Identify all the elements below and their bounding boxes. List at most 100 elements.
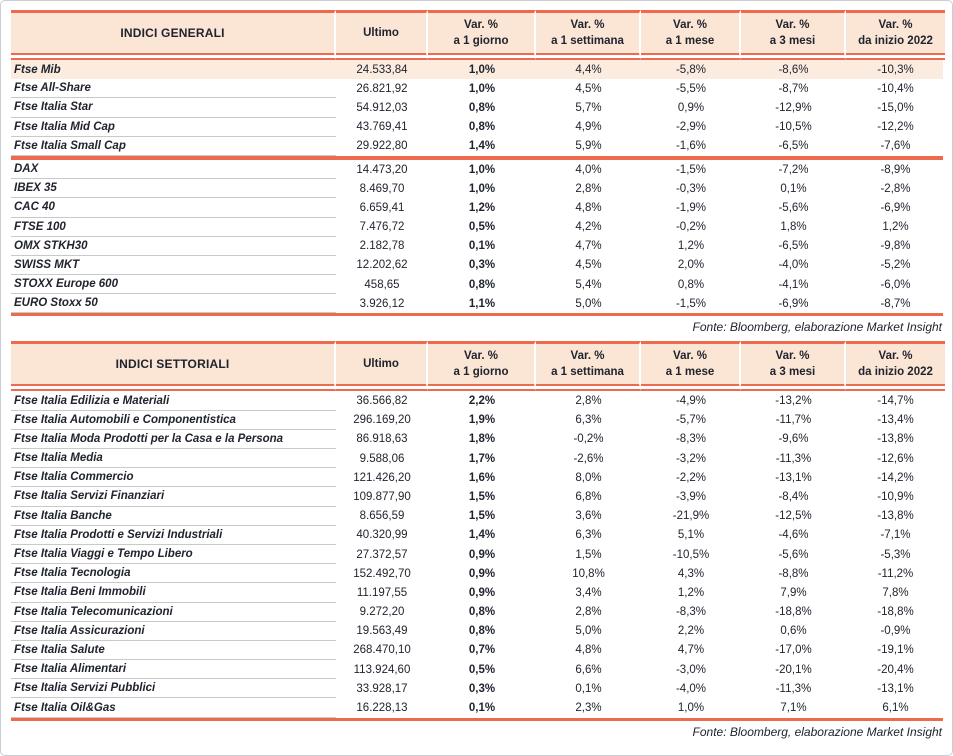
var-inizio2022-cell: -13,4% [877,414,914,427]
var-1giorno-cell: 0,3% [468,682,496,695]
source-row: Fonte: Bloomberg, elaborazione Market In… [11,316,943,339]
var-1giorno-cell: 0,5% [468,221,496,234]
ultimo-cell: 6.659,41 [359,201,405,214]
source-note: Fonte: Bloomberg, elaborazione Market In… [692,724,942,739]
col-header-ultimo: Ultimo [336,341,428,392]
var-1mese-cell: -2,2% [675,471,707,484]
index-name-cell: Ftse Italia Banche [11,507,336,526]
var-3mesi-cell: 7,1% [780,702,807,715]
index-name-cell: Ftse Italia Small Cap [11,137,336,156]
var-inizio2022-cell: -10,3% [877,63,914,76]
var-1settimana-cell: 4,7% [575,240,602,253]
ultimo-cell: 296.169,20 [353,414,411,427]
var-inizio2022-cell: -8,7% [880,297,911,310]
index-name-cell: Ftse Italia Alimentari [11,660,336,680]
index-name-cell: Ftse Italia Prodotti e Servizi Industria… [11,526,336,545]
var-1giorno-cell: 0,3% [468,259,496,272]
var-3mesi-cell: -8,7% [778,82,809,95]
var-3mesi-cell: -4,1% [778,278,809,291]
var-inizio2022-cell: -8,9% [880,163,911,176]
ultimo-cell: 16.228,13 [356,702,408,715]
col-header-var-3mesi: Var. % a 3 mesi [741,341,846,392]
var-inizio2022-cell: -12,2% [877,121,914,134]
var-inizio2022-cell: -9,8% [880,240,911,253]
index-name-cell: Ftse Italia Servizi Pubblici [11,679,336,699]
index-name-cell: STOXX Europe 600 [11,275,336,295]
index-name-cell: Ftse All-Share [11,79,336,99]
sector-indices-group: Ftse Italia Edilizia e Materiali 36.566,… [11,391,943,718]
index-name-cell: Ftse Mib [14,63,61,76]
ultimo-cell: 2.182,78 [359,240,405,253]
col-header-var-1mese: Var. % a 1 mese [641,10,741,60]
var-inizio2022-cell: -7,6% [880,140,911,153]
ultimo-cell: 29.922,80 [356,140,408,153]
var-1mese-cell: 1,2% [677,240,705,253]
table-row: Ftse All-Share 26.821,92 1,0% 4,5% -5,5%… [11,79,943,99]
var-inizio2022-cell: -10,4% [877,82,914,95]
var-3mesi-cell: 7,9% [780,586,807,599]
var-1settimana-cell: 2,8% [575,182,602,195]
var-1settimana-cell: 4,8% [575,644,602,657]
var-1mese-cell: 4,3% [677,567,705,580]
ultimo-cell: 86.918,63 [356,433,408,446]
var-3mesi-cell: -12,5% [775,510,812,523]
var-inizio2022-cell: 1,2% [882,221,909,234]
index-name-cell: EURO Stoxx 50 [11,294,336,314]
source-row: Fonte: Bloomberg, elaborazione Market In… [11,721,943,744]
index-name-cell: CAC 40 [11,198,336,218]
table-row: STOXX Europe 600 458,65 0,8% 5,4% 0,8% -… [11,275,943,295]
var-1settimana-cell: 10,8% [572,567,605,580]
table-row: Ftse Italia Telecomunicazioni 9.272,20 0… [11,603,943,622]
var-1mese-cell: -1,5% [675,297,707,310]
var-1giorno-cell: 0,7% [468,644,496,657]
var-3mesi-cell: -11,3% [775,682,812,695]
var-1giorno-cell: 1,0% [468,182,496,195]
var-1giorno-cell: 0,8% [468,101,496,114]
var-1mese-cell: -21,9% [672,510,710,523]
var-3mesi-cell: -13,1% [775,471,812,484]
var-1mese-cell: -0,2% [675,221,707,234]
var-3mesi-cell: 1,8% [780,221,807,234]
var-inizio2022-cell: -2,8% [880,182,911,195]
table-row: Ftse Italia Edilizia e Materiali 36.566,… [11,391,943,411]
index-name-cell: OMX STKH30 [11,237,336,256]
table-row: Ftse Italia Media 9.588,06 1,7% -2,6% -3… [11,449,943,469]
var-1giorno-cell: 1,8% [468,433,496,446]
var-inizio2022-cell: -6,9% [880,201,911,214]
var-1giorno-cell: 1,1% [468,297,496,310]
table-row: DAX 14.473,20 1,0% 4,0% -1,5% -7,2% -8,9… [11,160,943,180]
ultimo-cell: 26.821,92 [356,82,408,95]
ultimo-cell: 12.202,62 [356,259,408,272]
var-3mesi-cell: -8,6% [778,63,809,76]
table-row: SWISS MKT 12.202,62 0,3% 4,5% 2,0% -4,0%… [11,256,943,276]
var-inizio2022-cell: -14,2% [877,471,914,484]
var-1mese-cell: -10,5% [672,548,710,561]
var-1giorno-cell: 0,5% [468,663,496,676]
var-1giorno-cell: 1,0% [468,63,496,76]
var-1settimana-cell: 6,6% [575,663,602,676]
var-inizio2022-cell: -5,2% [880,259,911,272]
col-header-var-inizio2022: Var. % da inizio 2022 [846,341,945,392]
var-inizio2022-cell: -13,8% [877,510,914,523]
var-1settimana-cell: 8,0% [575,471,602,484]
var-1settimana-cell: 2,8% [575,395,602,408]
var-1settimana-cell: -2,6% [573,452,604,465]
var-1mese-cell: -3,9% [675,490,707,503]
var-inizio2022-cell: -0,9% [880,625,911,638]
var-3mesi-cell: -11,7% [775,414,812,427]
ultimo-cell: 24.533,84 [356,63,408,76]
index-name-cell: Ftse Italia Tecnologia [11,564,336,584]
var-1mese-cell: -8,3% [675,606,707,619]
var-1giorno-cell: 0,9% [468,548,496,561]
var-3mesi-cell: -11,3% [775,452,812,465]
col-header-var-1settimana: Var. % a 1 settimana [536,10,641,60]
var-1mese-cell: -2,9% [675,121,707,134]
var-1settimana-cell: 2,8% [575,606,602,619]
ultimo-cell: 27.372,57 [356,548,408,561]
var-inizio2022-cell: -19,1% [877,644,914,657]
var-1settimana-cell: 5,0% [575,625,602,638]
ultimo-cell: 121.426,20 [353,471,411,484]
indici-generali-header: INDICI GENERALI Ultimo Var. % a 1 giorno… [11,10,945,60]
ultimo-cell: 43.769,41 [356,121,408,134]
index-name-cell: Ftse Italia Oil&Gas [11,698,336,718]
